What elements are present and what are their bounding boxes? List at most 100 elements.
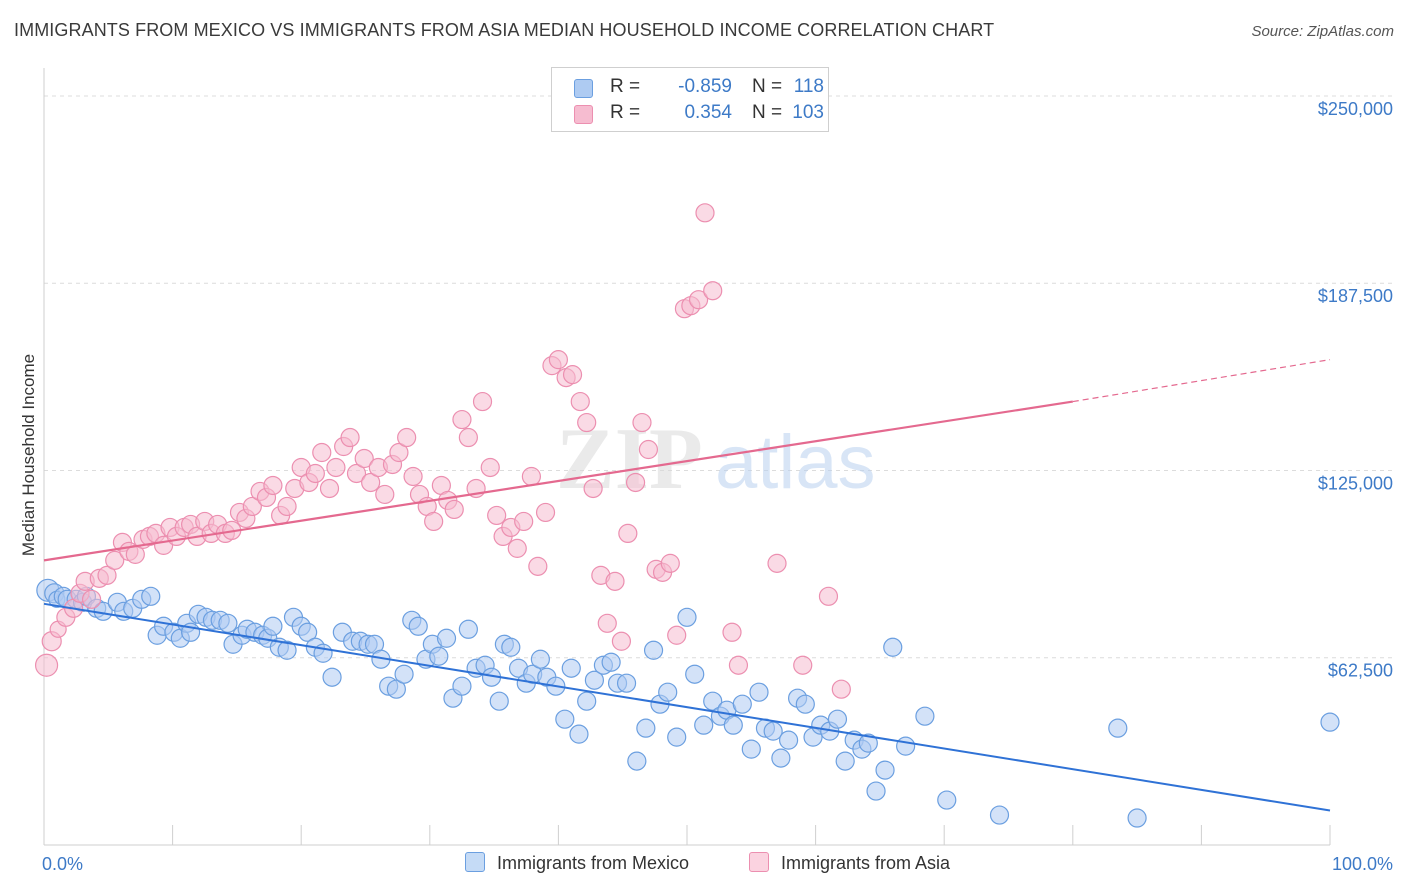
asia-point <box>458 427 478 448</box>
asia-point <box>535 502 556 523</box>
asia-point <box>487 505 507 526</box>
mexico-point <box>555 709 575 729</box>
asia-swatch <box>574 105 593 124</box>
asia-point <box>242 496 262 517</box>
asia-point <box>667 625 687 645</box>
legend-n-label: N = <box>752 102 783 123</box>
legend-r-value: -0.859 <box>678 76 732 97</box>
legend-n-value: 118 <box>793 76 824 97</box>
mexico-swatch <box>574 79 593 98</box>
mexico-point <box>827 709 848 729</box>
mexico-point <box>741 739 761 759</box>
mexico-point <box>749 682 769 702</box>
legend-n-label: N = <box>752 76 783 97</box>
mexico-point <box>408 616 428 636</box>
mexico-point <box>263 616 283 636</box>
mexico-point <box>386 679 406 699</box>
y-tick-label: $125,000 <box>1318 473 1393 493</box>
asia-trend-extension <box>1072 359 1331 403</box>
mexico-point <box>436 628 457 648</box>
mexico-point <box>763 721 783 741</box>
chart-title: IMMIGRANTS FROM MEXICO VS IMMIGRANTS FRO… <box>14 20 995 40</box>
asia-point <box>277 496 297 517</box>
mexico-trend-line <box>43 602 1331 812</box>
asia-point <box>818 586 839 606</box>
source-credit: Source: ZipAtlas.com <box>1251 23 1394 40</box>
mexico-point <box>577 691 597 711</box>
asia-point <box>444 499 464 520</box>
asia-point <box>361 472 381 493</box>
asia-point <box>597 613 617 633</box>
asia-point <box>611 631 632 651</box>
mexico-point <box>896 736 916 756</box>
mexico-point <box>530 649 550 669</box>
asia-point <box>548 350 569 370</box>
mexico-point <box>1127 808 1147 828</box>
mexico-point <box>723 715 743 735</box>
mexico-point <box>835 751 855 771</box>
mexico-point <box>601 652 621 672</box>
asia-point <box>424 511 444 532</box>
mexico-point <box>883 637 903 657</box>
asia-point <box>625 472 646 493</box>
mexico-point <box>795 694 815 714</box>
asia-point <box>728 655 749 675</box>
asia-point <box>354 448 374 469</box>
asia-point <box>521 466 541 487</box>
mexico-point <box>561 658 581 678</box>
asia-point <box>81 589 102 609</box>
asia-point <box>695 203 715 223</box>
mexico-point <box>322 667 342 687</box>
asia-point <box>688 290 709 310</box>
legend-label-mexico: Immigrants from Mexico <box>497 853 690 873</box>
mexico-point <box>1320 712 1340 732</box>
mexico-point <box>778 730 799 750</box>
trend-lines <box>43 359 1331 812</box>
mexico-point <box>866 781 886 801</box>
asia-point <box>793 655 813 675</box>
mexico-point <box>141 586 161 606</box>
asia-point <box>660 553 680 573</box>
mexico-point <box>627 751 647 771</box>
grid-lines <box>44 95 1395 659</box>
legend-r-label: R = <box>610 76 641 97</box>
asia-point <box>583 478 603 499</box>
asia-point <box>480 457 500 478</box>
asia-point <box>472 391 493 412</box>
mexico-point <box>584 670 605 690</box>
asia-point <box>375 484 395 505</box>
mexico-point <box>677 607 697 627</box>
asia-point <box>340 427 360 448</box>
mexico-point <box>298 622 318 642</box>
correlation-legend: R = -0.859 N = 118 R = 0.354 N = 103 <box>551 67 829 132</box>
asia-point <box>403 466 423 487</box>
mexico-point <box>915 706 935 726</box>
mexico-point <box>458 619 478 639</box>
legend-label-asia: Immigrants from Asia <box>781 853 951 873</box>
asia-point <box>507 538 527 558</box>
mexico-point <box>501 637 521 657</box>
mexico-point <box>1108 718 1128 738</box>
mexico-point <box>616 673 637 693</box>
mexico-point <box>394 664 414 684</box>
mexico-point <box>643 640 664 660</box>
mexico-point <box>771 748 791 768</box>
mexico-point <box>703 691 723 711</box>
mexico-point <box>685 664 705 684</box>
asia-point <box>618 523 638 544</box>
axes <box>43 68 1331 846</box>
mexico-point <box>875 760 895 780</box>
mexico-point <box>218 613 238 633</box>
legend-r-label: R = <box>610 102 641 123</box>
asia-point <box>397 427 417 448</box>
asia-point <box>767 553 787 573</box>
mexico-point <box>937 790 957 810</box>
asia-point <box>389 442 409 463</box>
legend-n-value: 103 <box>792 102 824 123</box>
mexico-legend-swatch <box>465 852 485 872</box>
legend-item-asia: Immigrants from Asia <box>749 852 950 874</box>
asia-point <box>632 412 652 433</box>
mexico-point <box>429 646 449 666</box>
mexico-point <box>694 715 714 735</box>
mexico-point <box>658 682 678 702</box>
